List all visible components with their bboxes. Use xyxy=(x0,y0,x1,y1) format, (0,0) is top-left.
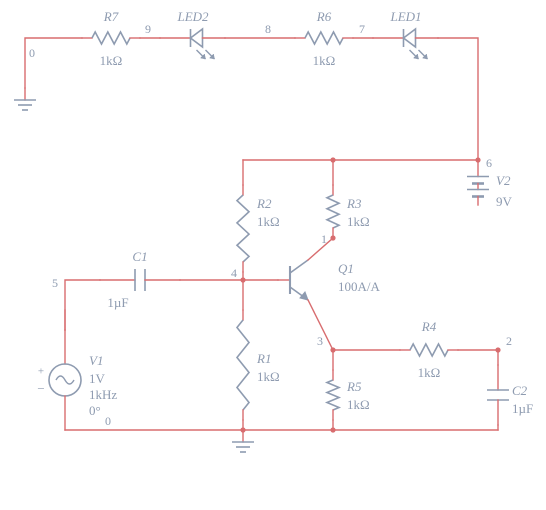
svg-text:C2: C2 xyxy=(512,383,528,398)
svg-text:1kΩ: 1kΩ xyxy=(313,53,336,68)
svg-text:1kΩ: 1kΩ xyxy=(257,214,280,229)
svg-text:1: 1 xyxy=(321,232,327,246)
svg-text:1kΩ: 1kΩ xyxy=(100,53,123,68)
svg-text:9: 9 xyxy=(145,22,151,36)
svg-text:V2: V2 xyxy=(496,173,511,188)
svg-text:−: − xyxy=(37,381,44,396)
svg-text:+: + xyxy=(38,366,44,378)
svg-text:0: 0 xyxy=(105,414,111,428)
svg-text:1V: 1V xyxy=(89,371,106,386)
svg-text:1kΩ: 1kΩ xyxy=(347,214,370,229)
svg-text:6: 6 xyxy=(486,156,492,170)
svg-text:R4: R4 xyxy=(421,319,437,334)
svg-text:R1: R1 xyxy=(256,351,271,366)
svg-text:LED2: LED2 xyxy=(176,9,209,24)
svg-text:1kHz: 1kHz xyxy=(89,387,117,402)
svg-text:1kΩ: 1kΩ xyxy=(418,365,441,380)
svg-text:R7: R7 xyxy=(103,9,119,24)
svg-text:2: 2 xyxy=(506,334,512,348)
svg-text:R3: R3 xyxy=(346,196,362,211)
svg-text:8: 8 xyxy=(265,22,271,36)
svg-text:C1: C1 xyxy=(132,249,147,264)
svg-text:0: 0 xyxy=(29,46,35,60)
svg-text:5: 5 xyxy=(52,276,58,290)
svg-text:9V: 9V xyxy=(496,194,513,209)
svg-text:4: 4 xyxy=(231,266,237,280)
svg-text:Q1: Q1 xyxy=(338,261,354,276)
svg-text:1µF: 1µF xyxy=(107,295,128,310)
svg-text:1kΩ: 1kΩ xyxy=(257,369,280,384)
svg-text:7: 7 xyxy=(359,22,365,36)
svg-text:1kΩ: 1kΩ xyxy=(347,397,370,412)
svg-text:3: 3 xyxy=(317,334,323,348)
svg-text:V1: V1 xyxy=(89,353,103,368)
svg-text:R2: R2 xyxy=(256,196,272,211)
svg-text:LED1: LED1 xyxy=(389,9,421,24)
svg-text:R6: R6 xyxy=(316,9,332,24)
svg-text:R5: R5 xyxy=(346,379,362,394)
svg-text:1µF: 1µF xyxy=(512,401,533,416)
svg-text:100A/A: 100A/A xyxy=(338,279,381,294)
svg-text:0°: 0° xyxy=(89,403,101,418)
schematic-canvas: + − R7 1kΩ LED2 R6 1kΩ LED1 0 9 8 7 6 V2 9V R2 1kΩ R3 1kΩ 1… xyxy=(0,0,546,510)
